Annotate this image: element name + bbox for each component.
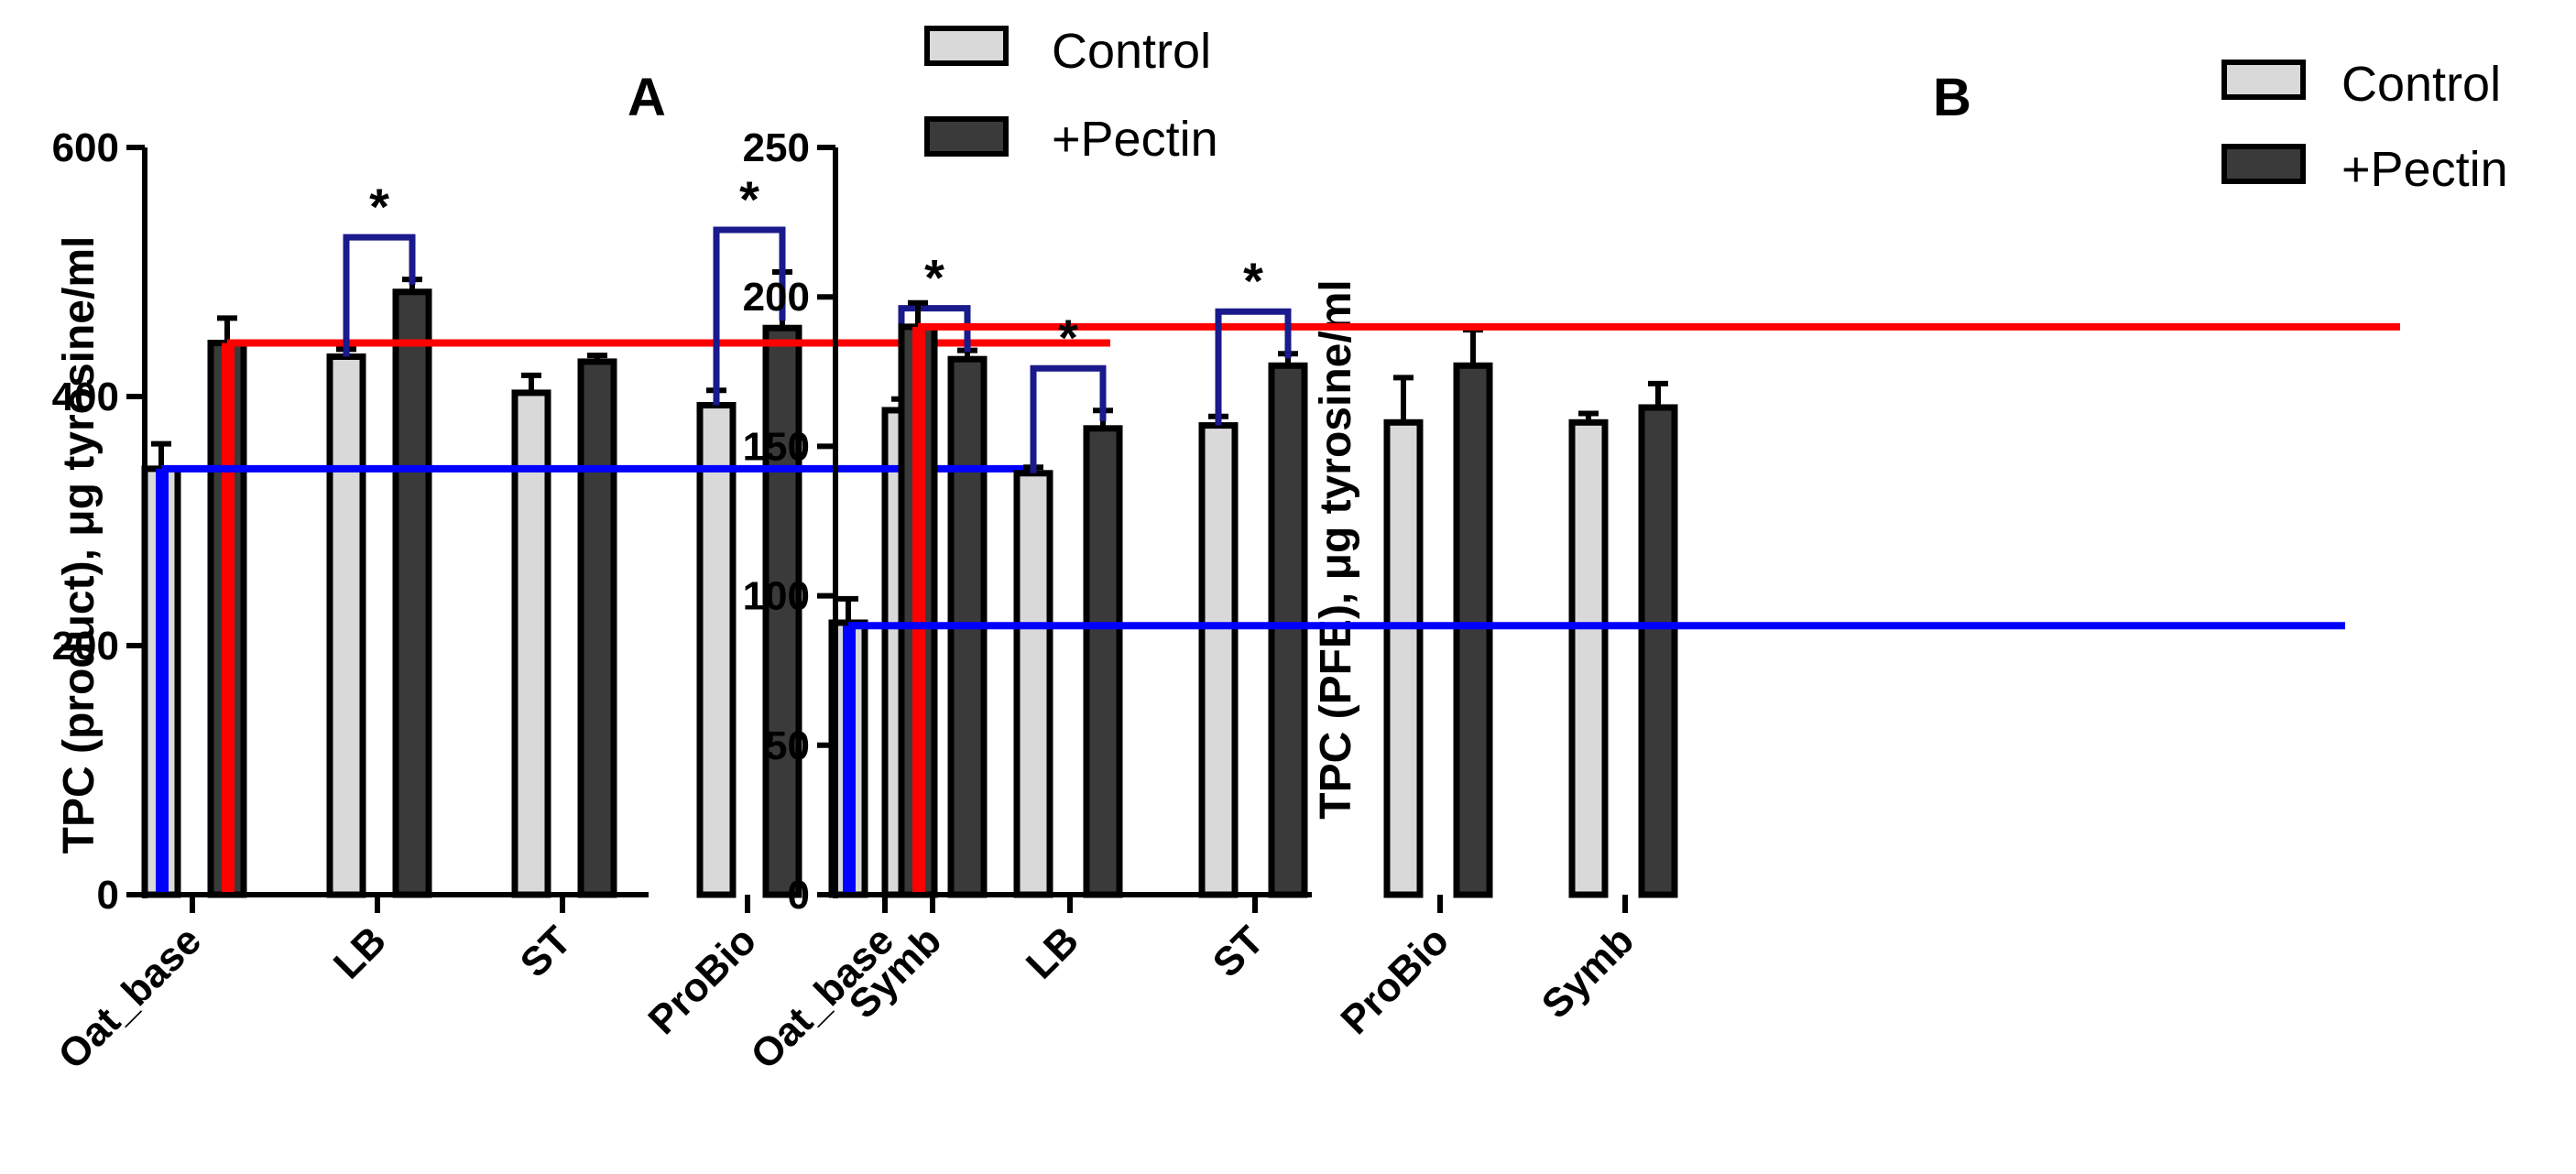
panel-b-bar-pectin-st: [1268, 362, 1308, 898]
panel-b-significance-bracket-lb: [1030, 364, 1107, 473]
legend-swatch-pectin: [2221, 144, 2306, 184]
panel-b-bar-pectin-lb: [1083, 425, 1123, 898]
panel-b-bar-control-lb: [1013, 470, 1053, 898]
legend-swatch-pectin: [924, 116, 1009, 157]
panel-b-x-tick-label-symb: Symb: [1534, 918, 1643, 1027]
panel-b-bar-pectin-symb: [1638, 404, 1678, 898]
panel-a-x-tick-label-lb: LB: [325, 918, 395, 987]
panel-a-x-tick-label-st: ST: [512, 918, 580, 985]
legend-label-control: Control: [1052, 24, 1211, 79]
panel-a-bar-control-lb: [326, 353, 366, 898]
panel-b-y-tick-label: 250: [743, 125, 810, 170]
panel-b-x-tick-label-lb: LB: [1018, 918, 1087, 987]
panel-a-significance: * * *: [343, 170, 971, 410]
panel-b-y-tick-label: 0: [788, 873, 810, 918]
panel-a-y-tick-label: 200: [52, 624, 119, 669]
legend-label-pectin: +Pectin: [1052, 112, 1218, 167]
panel-a-bar-pectin-probio: [762, 324, 802, 898]
panel-a-significance-star-probio: *: [739, 170, 759, 228]
panel-b-significance-bracket-st: [1215, 308, 1292, 426]
panel-a-y-tick-label: 400: [52, 375, 119, 419]
panel-b-x-tick-label-st: ST: [1205, 918, 1272, 985]
panel-b-reference-lines: [848, 322, 2400, 630]
panel-a-bar-control-probio: [696, 402, 737, 898]
panel-b-chart: B TPC (PFE), μg tyrosine/ml Control +Pec…: [742, 57, 2507, 1078]
panel-a-bar-pectin-lb: [392, 288, 432, 898]
panel-a-oat-base-pectin-overlay: [222, 342, 235, 895]
panel-b-bar-control-st: [1198, 422, 1239, 898]
panel-a-significance-star-symb: *: [924, 249, 944, 307]
panel-b-title: B: [1933, 68, 1971, 127]
panel-a-significance-star-lb: *: [369, 178, 389, 235]
legend-swatch-control: [924, 26, 1009, 66]
panel-a-oat-base-overlays: [156, 342, 235, 895]
panel-b-legend: Control +Pectin: [2221, 57, 2508, 197]
panel-b-bar-pectin-probio: [1453, 362, 1493, 898]
legend-label-control: Control: [2341, 57, 2501, 112]
panel-a-x-tick-label-oat_base: Oat_base: [49, 918, 210, 1078]
panel-a-reference-lines: [161, 339, 1110, 473]
panel-a-oat-base-control-overlay: [156, 468, 169, 895]
panel-b-significance-star-lb: *: [1058, 309, 1078, 366]
panel-b-y-tick-label: 200: [743, 275, 810, 320]
panel-b-y-tick-label: 50: [765, 723, 810, 768]
panel-b-oat-base-control-overlay: [843, 625, 856, 895]
panel-a-y-tick-label: 0: [97, 873, 119, 918]
panel-b-bar-control-symb: [1568, 419, 1609, 898]
panel-a-significance-bracket-probio: [713, 226, 786, 406]
panel-b-oat-base-pectin-overlay: [912, 326, 925, 896]
panel-a-significance-bracket-lb: [343, 234, 416, 357]
panel-a-y-axis-label: TPC (product), μg tyrosine/ml: [55, 236, 104, 854]
panel-a-legend: Control +Pectin: [924, 24, 1218, 167]
legend-swatch-control: [2221, 60, 2306, 100]
panel-b-significance-star-st: *: [1243, 252, 1263, 310]
panel-b-bar-control-probio: [1383, 419, 1424, 898]
panel-b-y-tick-label: 100: [743, 574, 810, 619]
legend-label-pectin: +Pectin: [2341, 142, 2508, 197]
panel-a-x-tick-label-probio: ProBio: [639, 918, 765, 1043]
panel-b-y-axis-label: TPC (PFE), μg tyrosine/ml: [1312, 279, 1360, 819]
panel-a-title: A: [628, 68, 666, 127]
panel-b-x-tick-label-probio: ProBio: [1332, 918, 1457, 1043]
panel-b-oat-base-overlays: [843, 326, 925, 896]
panel-a-bar-pectin-st: [577, 358, 617, 898]
panel-b-y-tick-label: 150: [743, 424, 810, 469]
panel-a-y-tick-label: 600: [52, 125, 119, 170]
panel-b-significance: **: [1030, 252, 1292, 473]
